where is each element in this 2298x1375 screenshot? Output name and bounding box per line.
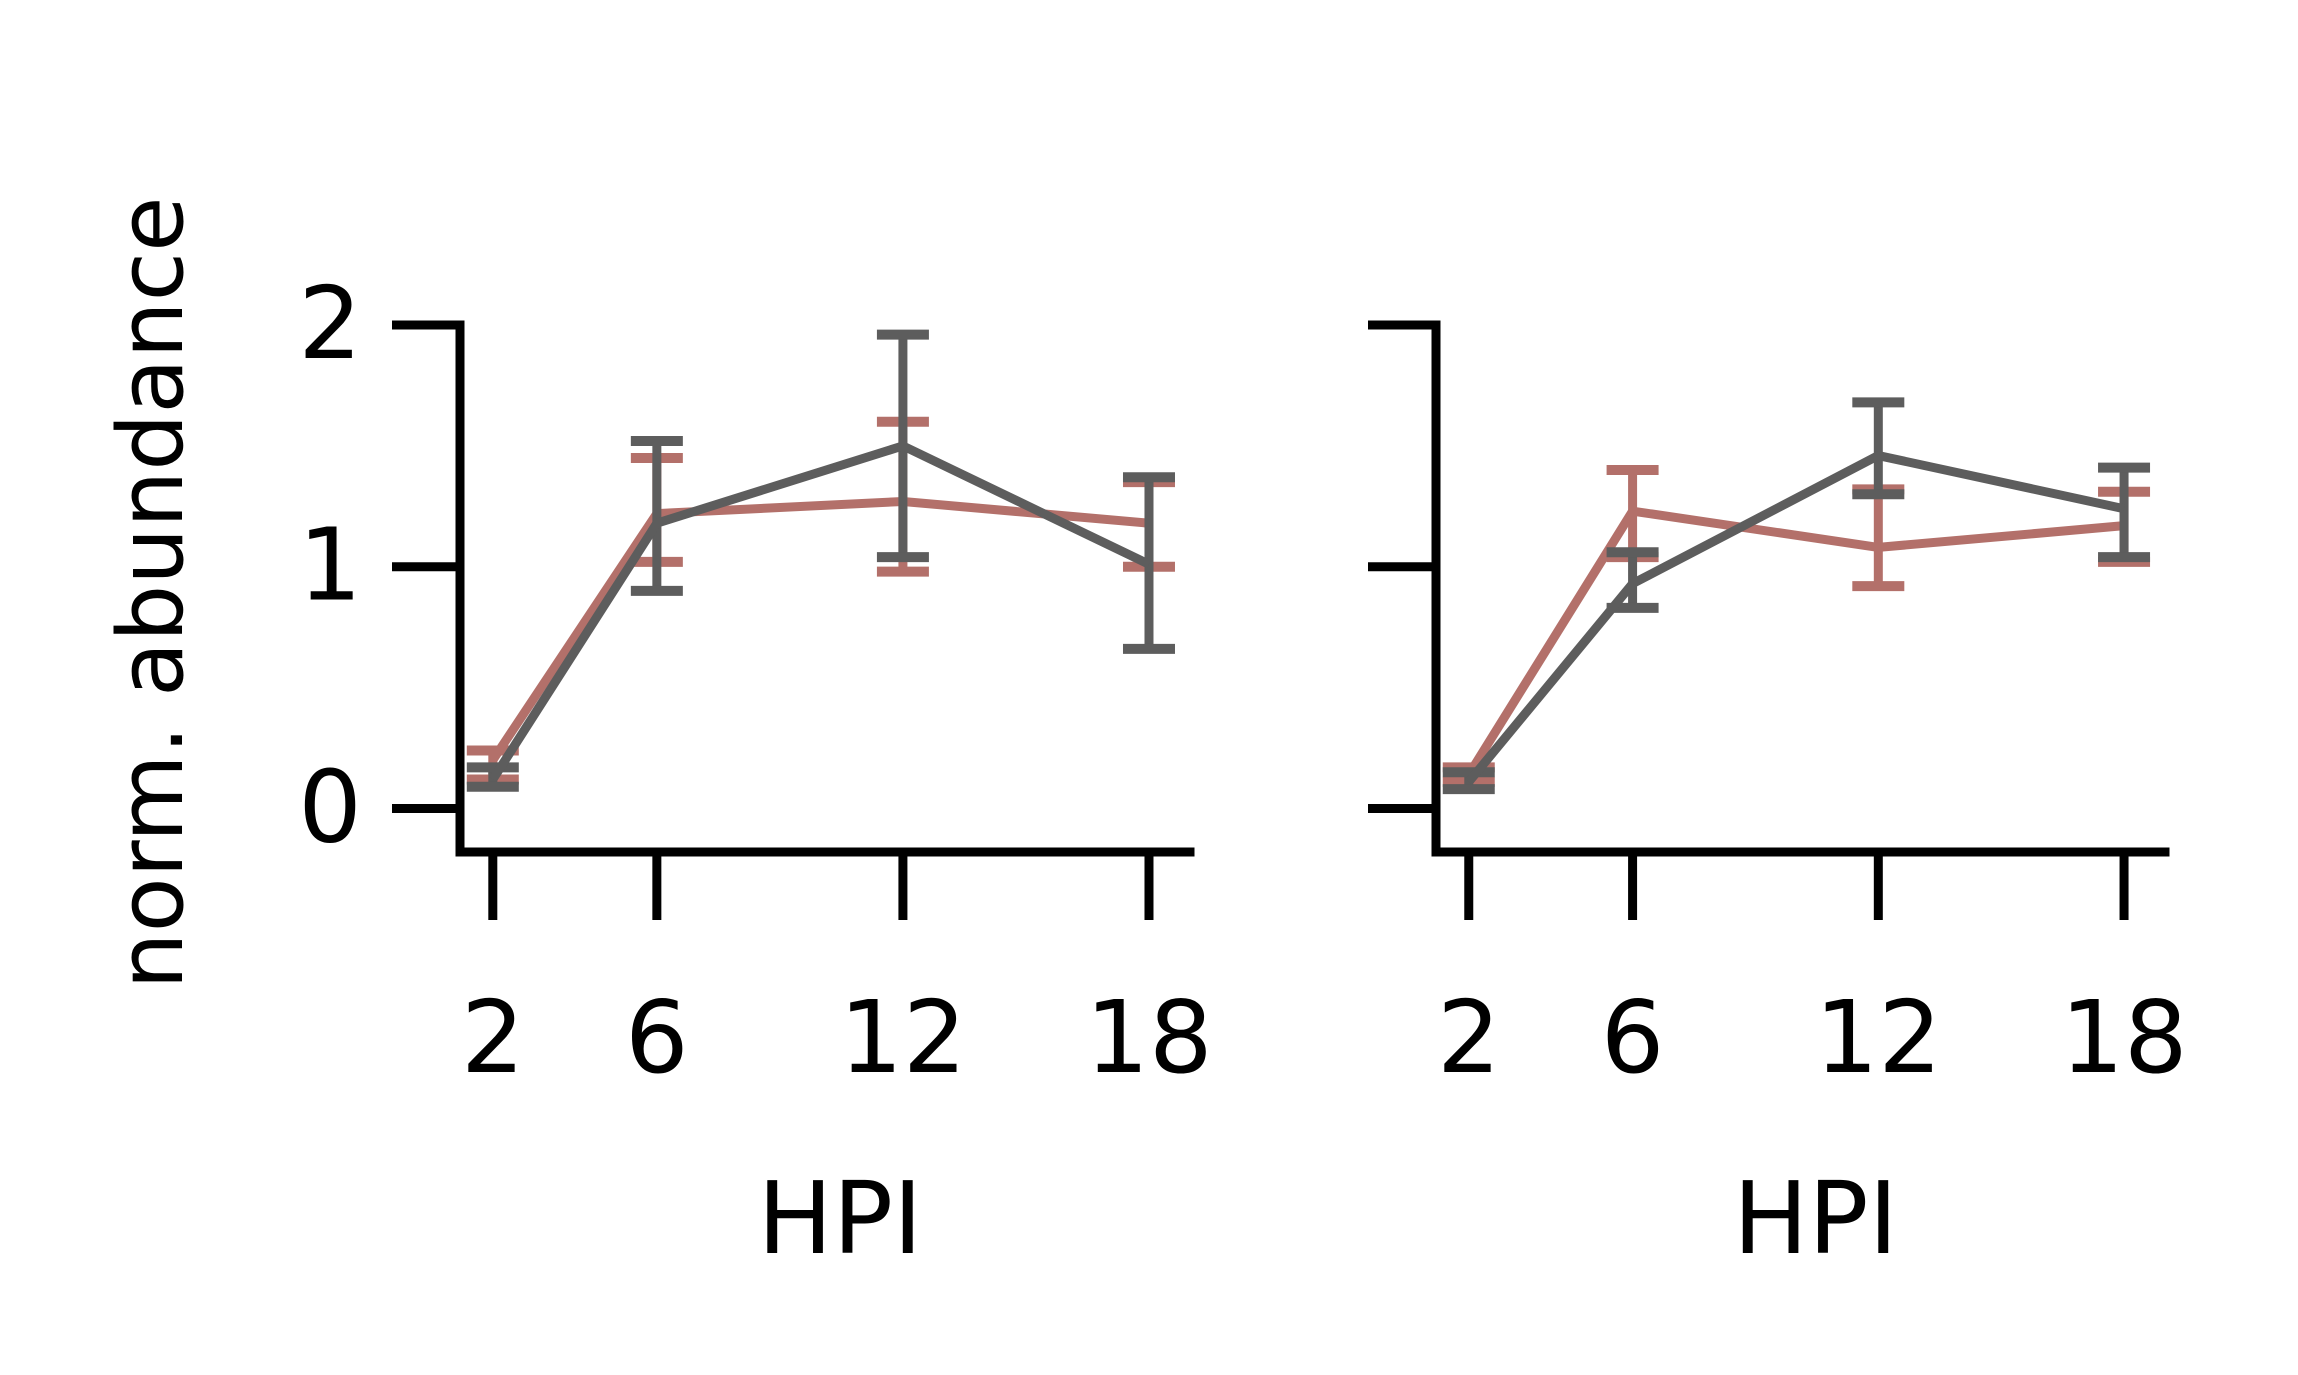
y-tick-label: 0 bbox=[298, 748, 362, 865]
x-tick-label: 18 bbox=[1085, 979, 1212, 1096]
series-line bbox=[1465, 451, 2125, 785]
x-tick-label: 12 bbox=[839, 979, 966, 1096]
y-tick-label: 2 bbox=[298, 265, 362, 382]
x-tick-label: 6 bbox=[625, 979, 689, 1096]
x-axis-label: HPI bbox=[1733, 1160, 1898, 1277]
series-1 bbox=[466, 329, 1175, 792]
x-tick-label: 18 bbox=[2060, 979, 2187, 1096]
series-line bbox=[489, 496, 1150, 763]
x-tick-label: 6 bbox=[1601, 979, 1665, 1096]
series-0 bbox=[1442, 465, 2151, 787]
panel-right: 2 6 12 18 HPI bbox=[1368, 320, 2188, 1277]
x-tick-label: 2 bbox=[1437, 979, 1501, 1096]
y-axis-label: norm. abundance bbox=[99, 197, 204, 990]
series-line bbox=[1464, 506, 2125, 778]
series-line bbox=[489, 441, 1151, 782]
x-tick-label: 12 bbox=[1815, 979, 1942, 1096]
x-tick-label: 2 bbox=[461, 979, 525, 1096]
x-axis-label: HPI bbox=[758, 1160, 923, 1277]
series-1 bbox=[1442, 397, 2151, 795]
y-tick-label: 1 bbox=[298, 507, 362, 624]
